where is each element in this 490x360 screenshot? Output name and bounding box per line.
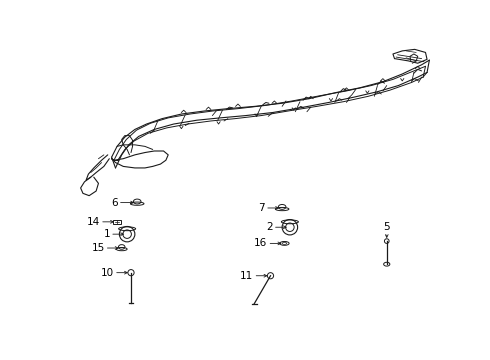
Text: 16: 16	[254, 238, 281, 248]
Text: 1: 1	[103, 229, 123, 239]
Text: 7: 7	[258, 203, 278, 213]
Text: 5: 5	[384, 222, 390, 237]
Circle shape	[128, 270, 134, 276]
Text: 3: 3	[0, 359, 1, 360]
Text: 19: 19	[0, 359, 1, 360]
Text: 4: 4	[0, 359, 1, 360]
Circle shape	[268, 273, 273, 279]
Circle shape	[385, 239, 389, 243]
Text: 6: 6	[111, 198, 133, 208]
Text: 10: 10	[101, 268, 127, 278]
Text: 8: 8	[0, 359, 1, 360]
Text: 9: 9	[0, 359, 1, 360]
Bar	[113, 220, 121, 224]
Text: 11: 11	[240, 271, 267, 281]
Text: 15: 15	[92, 243, 118, 253]
Text: 12: 12	[0, 359, 1, 360]
Circle shape	[477, 252, 483, 258]
Text: 14: 14	[87, 217, 113, 227]
Text: 2: 2	[266, 222, 286, 232]
Text: 13: 13	[0, 359, 1, 360]
Text: 20: 20	[0, 359, 1, 360]
Text: 18: 18	[0, 359, 1, 360]
Text: 17: 17	[0, 359, 1, 360]
